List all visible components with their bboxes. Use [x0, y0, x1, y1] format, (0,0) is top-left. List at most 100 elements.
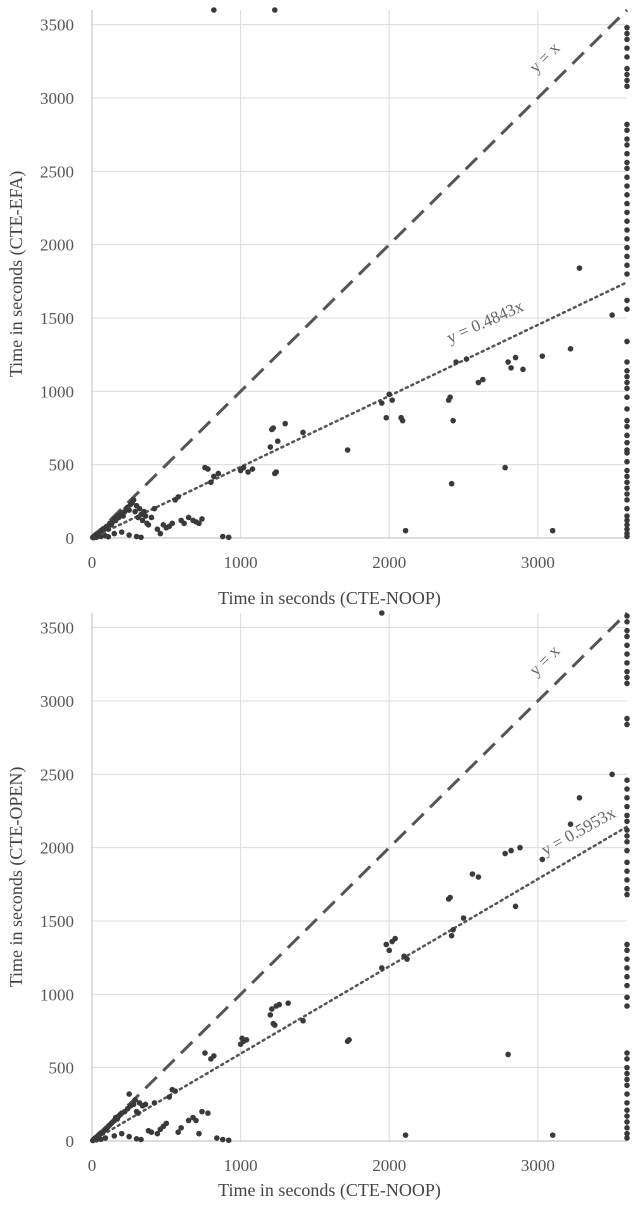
data-point — [126, 532, 132, 538]
timeout-point — [624, 803, 630, 810]
timeout-point — [624, 379, 630, 386]
timeout-point — [624, 1091, 630, 1097]
x-tick-label: 0 — [88, 553, 97, 572]
data-point — [460, 915, 467, 921]
data-point — [539, 856, 546, 863]
data-point — [448, 932, 455, 939]
timeout-point — [624, 941, 630, 948]
timeout-point — [624, 526, 630, 532]
x-tick-label: 1000 — [224, 553, 258, 572]
data-point — [480, 376, 486, 383]
timeout-point — [624, 253, 630, 260]
data-point — [576, 795, 583, 801]
trend-line-label: y = 0.4843x — [444, 296, 527, 347]
data-point — [267, 444, 274, 450]
data-point — [520, 366, 526, 373]
timeout-point — [624, 1003, 630, 1009]
timeout-point — [624, 1100, 630, 1106]
data-point — [136, 505, 143, 512]
timeout-point — [624, 142, 630, 148]
timeout-point — [624, 715, 630, 722]
timeout-point — [624, 795, 630, 801]
data-point — [269, 1006, 275, 1012]
data-point — [193, 1117, 199, 1124]
data-point — [126, 1091, 132, 1097]
x-axis-label: Time in seconds (CTE-NOOP) — [218, 588, 441, 609]
timeout-point — [624, 200, 630, 207]
trend-line-label: y = 0.5953x — [538, 803, 619, 860]
data-point — [508, 365, 514, 371]
data-point — [505, 359, 511, 365]
data-point — [135, 1110, 141, 1116]
timeout-point — [624, 786, 630, 792]
data-point — [151, 505, 158, 512]
y-tick-label: 500 — [49, 456, 75, 475]
data-point — [450, 927, 456, 933]
data-point — [475, 379, 482, 386]
timeout-point — [624, 1130, 630, 1137]
timeout-point — [624, 497, 630, 503]
data-point — [271, 1022, 278, 1028]
timeout-point — [624, 45, 630, 51]
data-point — [517, 844, 523, 851]
timeout-point — [624, 473, 630, 480]
timeout-point — [624, 24, 630, 31]
y-axis-label: Time in seconds (CTE-OPEN) — [6, 767, 27, 988]
reference-line-label: y = x — [525, 38, 564, 77]
y-tick-label: 2500 — [40, 765, 74, 784]
chart-2: 0 500 1000 1500 2000 2500 3000 3500 0 1000 2000 300… — [6, 610, 630, 1201]
y-tick-label: 500 — [49, 1059, 75, 1078]
data-point — [126, 1133, 132, 1140]
x-tick-label: 3000 — [521, 1156, 555, 1175]
y-axis-label: Time in seconds (CTE-EFA) — [6, 171, 27, 378]
timeout-point — [624, 1082, 630, 1089]
timeout-point — [624, 668, 630, 675]
data-point — [383, 941, 390, 948]
data-point — [386, 391, 393, 398]
timeout-point — [624, 406, 630, 412]
data-point — [205, 466, 211, 472]
data-point — [196, 520, 202, 527]
timeout-point — [624, 633, 630, 640]
timeout-point — [624, 30, 630, 37]
timeout-point — [624, 136, 630, 142]
data-point — [169, 520, 176, 527]
data-point — [249, 466, 256, 472]
data-point — [141, 508, 147, 515]
data-point — [172, 1088, 179, 1094]
y-tick-label: 1000 — [40, 382, 74, 401]
timeout-point — [624, 1070, 630, 1077]
data-point — [549, 1132, 556, 1138]
timeout-point — [624, 1050, 630, 1056]
y-tick-label: 3000 — [40, 692, 74, 711]
timeout-point — [624, 833, 630, 839]
timeout-point — [624, 777, 630, 783]
data-point — [448, 480, 455, 487]
data-point — [399, 417, 406, 424]
timeout-point — [624, 373, 630, 380]
data-point — [270, 425, 277, 431]
data-point — [447, 894, 453, 901]
data-point — [386, 947, 393, 954]
data-point — [111, 530, 118, 537]
timeout-point — [624, 674, 630, 681]
data-point — [211, 1053, 217, 1059]
data-point — [118, 529, 125, 535]
data-point — [154, 526, 161, 532]
timeout-point — [624, 65, 630, 72]
x-tick-label: 3000 — [521, 553, 555, 572]
timeout-point — [624, 467, 630, 474]
data-point — [202, 1050, 208, 1056]
timeout-point — [624, 77, 630, 84]
data-point — [93, 1137, 100, 1143]
timeout-point — [624, 1064, 630, 1071]
data-point — [90, 534, 97, 541]
timeout-point — [624, 885, 630, 892]
trend-line — [90, 281, 629, 540]
timeout-point — [624, 812, 630, 819]
timeout-point — [624, 1125, 630, 1131]
data-point — [609, 771, 615, 778]
timeout-point — [624, 505, 630, 512]
data-point — [378, 610, 385, 616]
